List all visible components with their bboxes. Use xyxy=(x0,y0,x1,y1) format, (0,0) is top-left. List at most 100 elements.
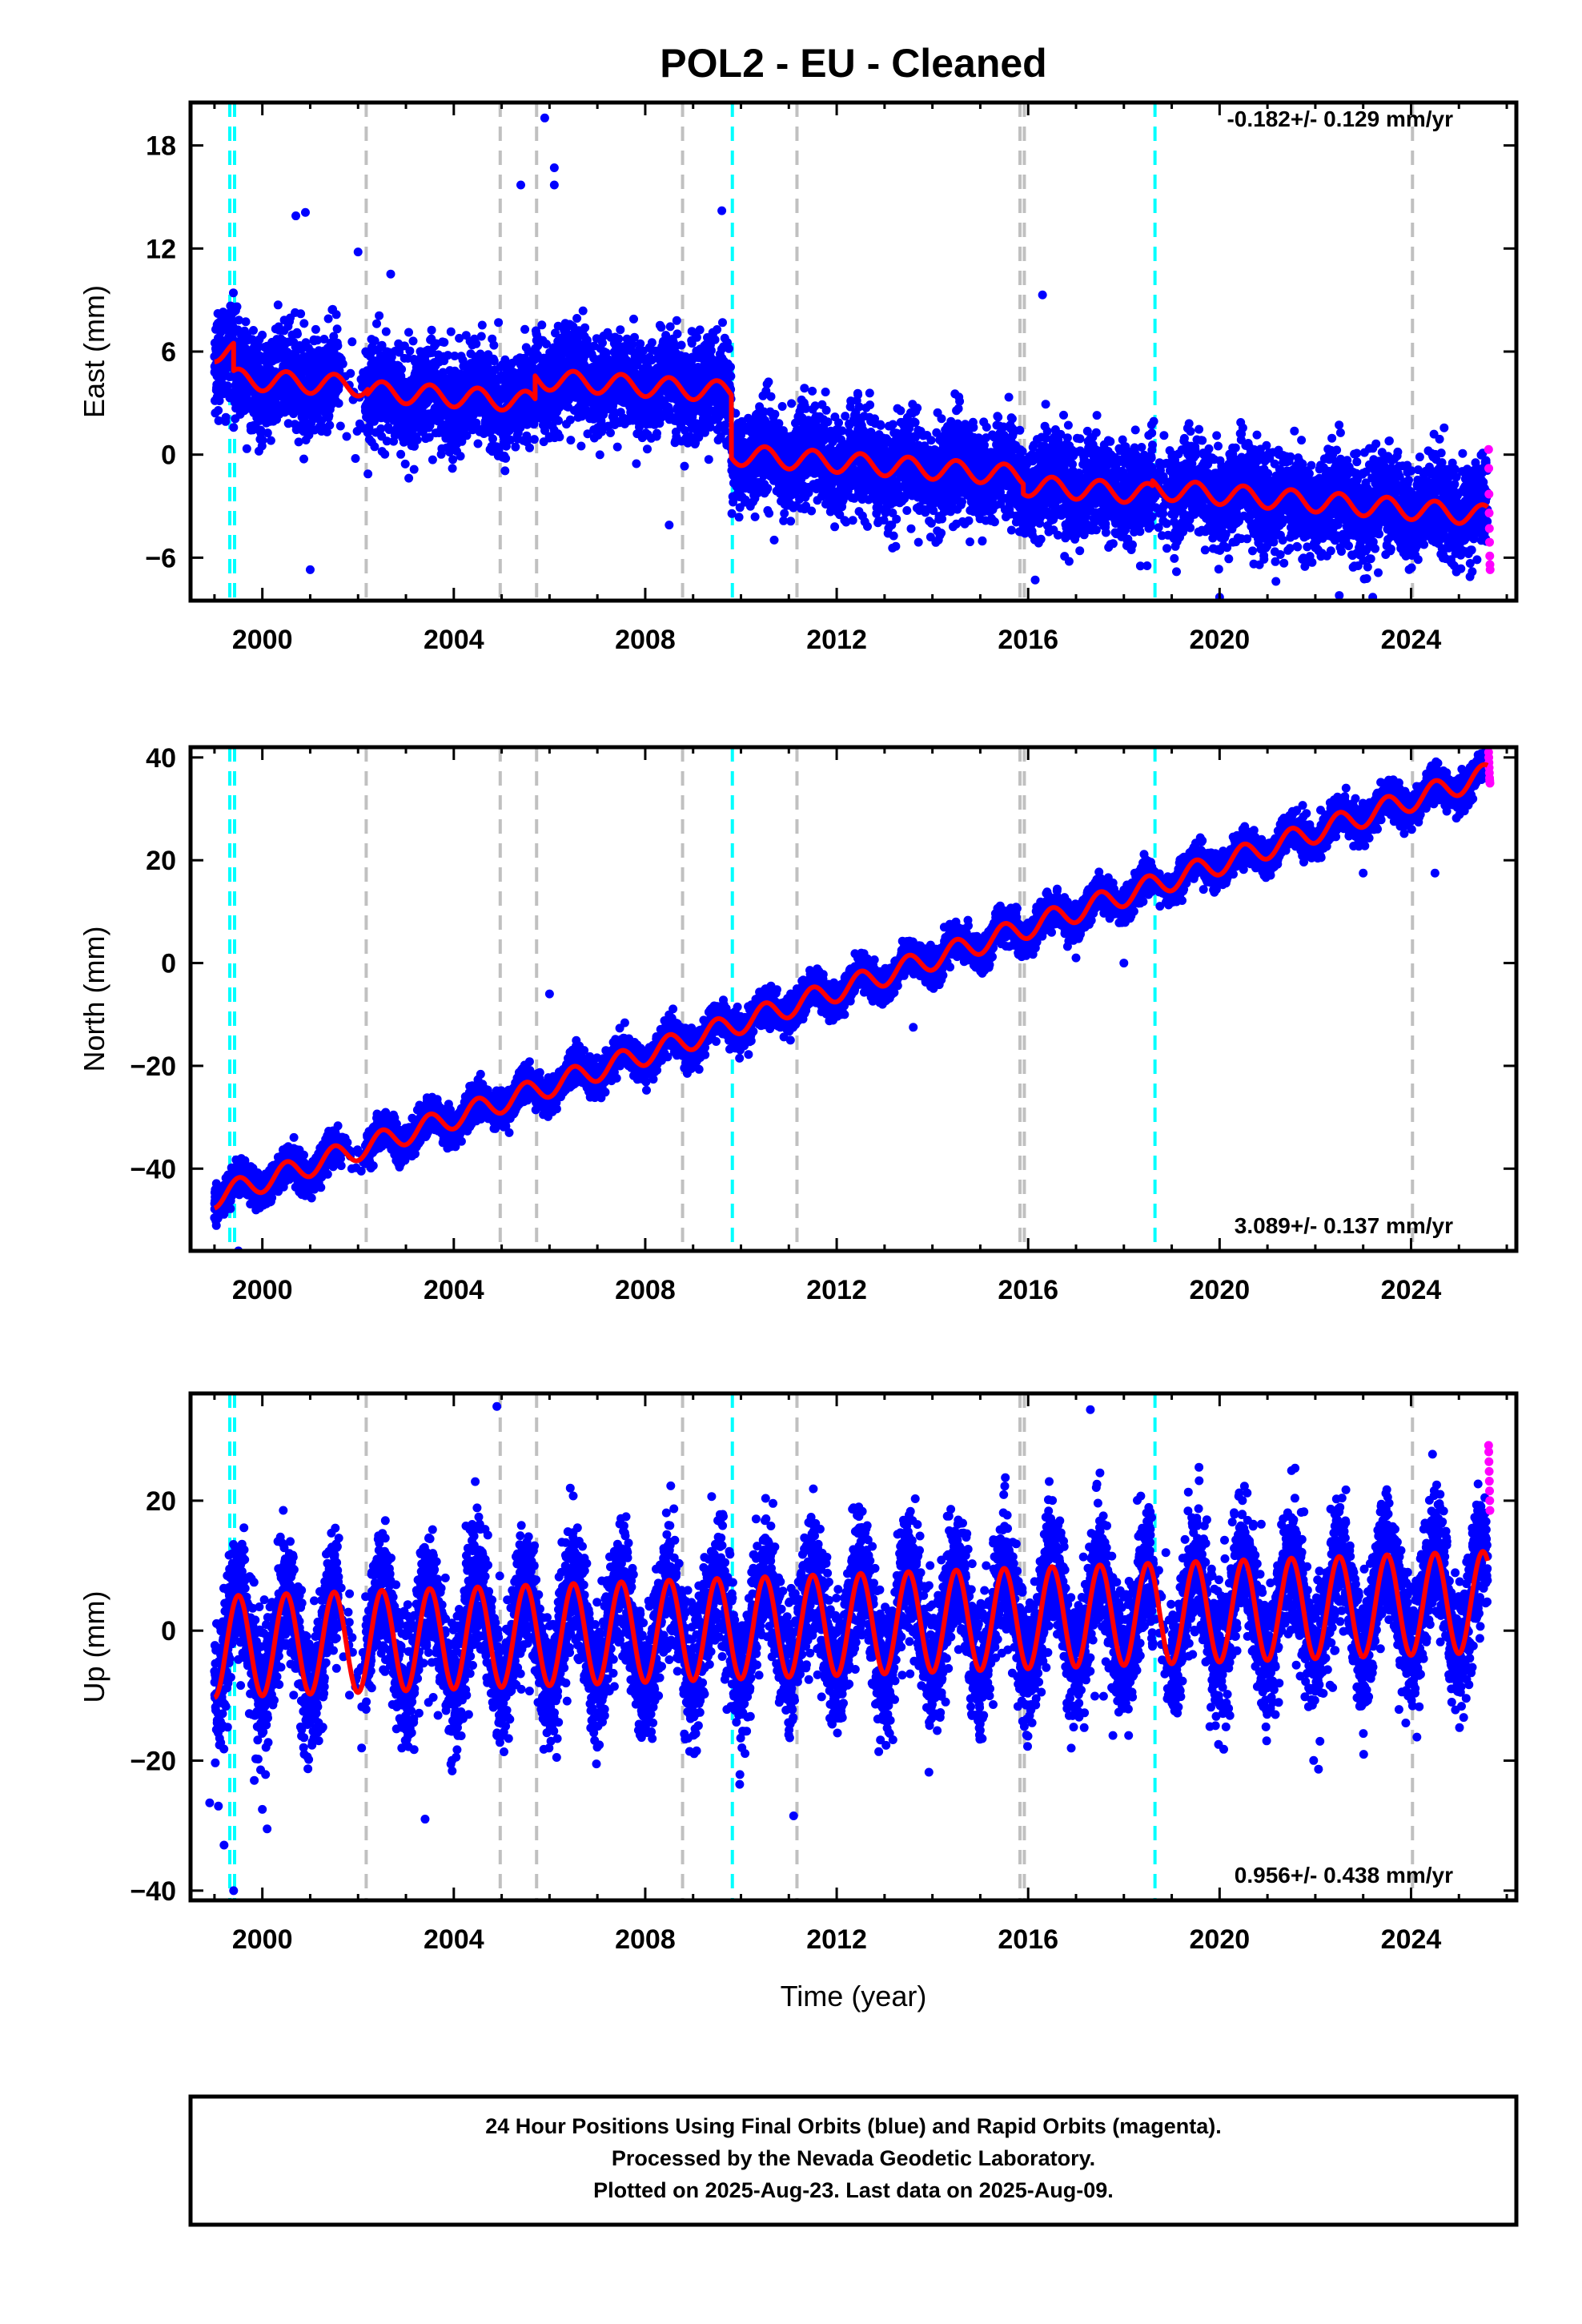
up-rapid-point-5 xyxy=(1485,1486,1494,1495)
east-outlier-point-2 xyxy=(550,163,559,172)
up-rapid-point-6 xyxy=(1485,1496,1494,1505)
north-outlier-point-3 xyxy=(1119,959,1128,967)
up-rapid-point-3 xyxy=(1485,1467,1494,1476)
north-outlier-point-0 xyxy=(770,1020,779,1029)
up-outlier-point-1 xyxy=(1086,1405,1094,1414)
north-xtick-label-4: 2016 xyxy=(998,1275,1058,1305)
east-rapid-point-8 xyxy=(1486,565,1495,574)
up-rate-label: 0.956+/- 0.438 mm/yr xyxy=(1235,1863,1453,1888)
north-ylabel: North (mm) xyxy=(78,927,110,1072)
up-rapid-point-4 xyxy=(1485,1477,1494,1486)
north-xtick-label-2: 2008 xyxy=(615,1275,676,1305)
east-rapid-point-5 xyxy=(1485,538,1494,547)
north-xtick-label-5: 2020 xyxy=(1190,1275,1251,1305)
east-xtick-label-3: 2012 xyxy=(806,625,867,655)
east-rate-label: -0.182+/- 0.129 mm/yr xyxy=(1227,107,1453,131)
north-final-points xyxy=(210,742,1492,1255)
up-xtick-label-2: 2008 xyxy=(615,1924,676,1955)
east-rapid-point-3 xyxy=(1485,509,1494,517)
north-ytick-label-0: −40 xyxy=(130,1154,176,1184)
up-outlier-point-2 xyxy=(229,1886,238,1895)
caption-box: 24 Hour Positions Using Final Orbits (bl… xyxy=(191,2097,1516,2225)
up-ylabel: Up (mm) xyxy=(78,1591,110,1703)
up-panel: 2000 2004 2008 2012 2016 2020 2024 −40 −20 0 20 Up … xyxy=(78,1393,1516,2012)
north-outlier-point-2 xyxy=(1071,954,1080,963)
east-outlier-point-10 xyxy=(301,208,310,217)
north-xtick-label-0: 2000 xyxy=(232,1275,293,1305)
east-outlier-point-1 xyxy=(540,114,549,123)
up-xtick-label-6: 2024 xyxy=(1381,1924,1442,1955)
up-xtick-label-3: 2012 xyxy=(806,1924,867,1955)
north-rapid-point-7 xyxy=(1485,778,1494,787)
east-xtick-label-1: 2004 xyxy=(424,625,484,655)
up-ytick-label-1: −20 xyxy=(130,1747,176,1777)
up-outlier-point-3 xyxy=(219,1841,228,1850)
north-xtick-label-3: 2012 xyxy=(806,1275,867,1305)
east-outlier-point-12 xyxy=(665,521,673,529)
east-ytick-label-0: −6 xyxy=(145,543,176,573)
up-final-points xyxy=(205,1402,1492,1896)
up-outlier-point-8 xyxy=(205,1799,214,1807)
up-outlier-point-0 xyxy=(492,1402,501,1411)
east-outlier-point-0 xyxy=(516,180,525,189)
east-ytick-label-3: 12 xyxy=(146,234,176,264)
north-xtick-label-6: 2024 xyxy=(1381,1275,1442,1305)
up-outlier-point-5 xyxy=(789,1811,798,1820)
east-ytick-label-4: 18 xyxy=(146,131,176,162)
east-outlier-point-4 xyxy=(306,565,315,574)
east-xtick-label-2: 2008 xyxy=(615,625,676,655)
up-outlier-point-6 xyxy=(258,1805,267,1814)
up-xtick-label-4: 2016 xyxy=(998,1924,1058,1955)
east-outlier-point-5 xyxy=(1038,291,1047,300)
north-panel: 2000 2004 2008 2012 2016 2020 2024 −40 −20 0 20 40 N… xyxy=(78,742,1516,1305)
up-rapid-point-7 xyxy=(1485,1506,1494,1515)
east-ytick-label-1: 0 xyxy=(161,440,176,471)
east-xtick-label-6: 2024 xyxy=(1381,625,1442,655)
east-xtick-label-0: 2000 xyxy=(232,625,293,655)
north-ytick-label-1: −20 xyxy=(130,1051,176,1082)
north-rate-label: 3.089+/- 0.137 mm/yr xyxy=(1235,1213,1453,1238)
east-ylabel: East (mm) xyxy=(78,285,110,418)
east-outlier-point-9 xyxy=(354,247,363,256)
north-xtick-label-1: 2004 xyxy=(424,1275,484,1305)
up-rapid-point-1 xyxy=(1484,1448,1493,1457)
north-outlier-point-4 xyxy=(1431,869,1439,878)
north-ytick-label-4: 40 xyxy=(146,743,176,774)
up-outlier-point-4 xyxy=(263,1824,271,1833)
up-xtick-label-5: 2020 xyxy=(1190,1924,1251,1955)
east-xtick-label-4: 2016 xyxy=(998,625,1058,655)
east-final-point-cloud xyxy=(210,270,1492,586)
caption-line-2: Processed by the Nevada Geodetic Laborat… xyxy=(612,2146,1095,2170)
north-outlier-point-5 xyxy=(545,990,554,999)
north-ytick-label-2: 0 xyxy=(161,949,176,979)
east-rapid-point-2 xyxy=(1484,490,1493,499)
up-ytick-label-0: −40 xyxy=(130,1876,176,1907)
up-outlier-point-7 xyxy=(420,1815,429,1823)
east-outlier-point-11 xyxy=(291,211,300,220)
figure-title: POL2 - EU - Cleaned xyxy=(660,41,1046,86)
east-rapid-point-0 xyxy=(1484,445,1493,454)
east-rapid-point-6 xyxy=(1485,552,1494,561)
east-outlier-point-3 xyxy=(550,180,559,189)
up-rapid-point-2 xyxy=(1484,1458,1493,1466)
east-rapid-point-1 xyxy=(1484,464,1493,472)
east-outlier-point-7 xyxy=(1335,591,1343,600)
up-xtick-label-1: 2004 xyxy=(424,1924,484,1955)
east-xtick-label-5: 2020 xyxy=(1190,625,1251,655)
up-final-point-cloud xyxy=(210,1449,1492,1810)
east-ytick-label-2: 6 xyxy=(161,337,176,368)
caption-line-1: 24 Hour Positions Using Final Orbits (bl… xyxy=(485,2114,1222,2138)
north-outlier-point-1 xyxy=(909,1023,917,1031)
up-xtick-label-0: 2000 xyxy=(232,1924,293,1955)
north-ytick-label-3: 20 xyxy=(146,846,176,876)
up-ytick-label-3: 20 xyxy=(146,1486,176,1517)
east-final-points xyxy=(210,114,1492,601)
north-outlier-point-7 xyxy=(1359,869,1367,878)
east-panel: 2000 2004 2008 2012 2016 2020 2024 −6 0 6 12 18 East… xyxy=(78,103,1516,655)
up-xlabel: Time (year) xyxy=(781,1980,927,2012)
east-outlier-point-13 xyxy=(717,207,726,215)
up-ytick-label-2: 0 xyxy=(161,1616,176,1647)
caption-line-3: Plotted on 2025-Aug-23. Last data on 202… xyxy=(593,2178,1114,2202)
east-rapid-point-4 xyxy=(1485,524,1494,533)
